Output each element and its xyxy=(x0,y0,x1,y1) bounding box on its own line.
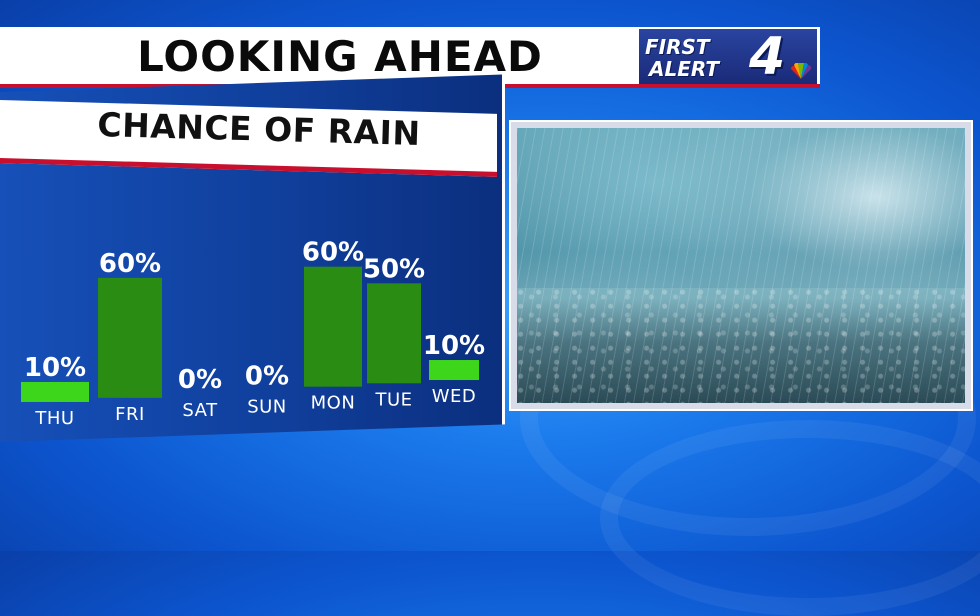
day-label-fri: FRI xyxy=(115,404,145,425)
logo-line-2: ALERT xyxy=(649,57,720,81)
day-label-sun: SUN xyxy=(247,396,287,417)
page-title: LOOKING AHEAD xyxy=(137,32,543,81)
bar-thu xyxy=(21,381,89,402)
bar-wed xyxy=(429,360,479,381)
logo-line-1: FIRST xyxy=(645,35,710,59)
day-label-wed: WED xyxy=(432,386,477,407)
rain-photo xyxy=(517,128,965,403)
day-label-sat: SAT xyxy=(182,400,218,421)
value-label-sun: 0% xyxy=(245,361,289,391)
value-label-fri: 60% xyxy=(99,249,161,279)
wet-pavement xyxy=(517,287,965,403)
value-label-mon: 60% xyxy=(302,238,364,268)
peacock-icon xyxy=(790,63,812,79)
background-swirl xyxy=(600,420,980,616)
value-label-tue: 50% xyxy=(363,254,425,284)
bar-fri xyxy=(98,277,162,398)
day-label-thu: THU xyxy=(34,408,74,429)
rain-photo-frame xyxy=(509,120,973,411)
bar-tue xyxy=(367,283,421,384)
value-label-wed: 10% xyxy=(423,331,485,361)
value-label-thu: 10% xyxy=(24,353,86,383)
station-logo: FIRST ALERT 4 xyxy=(639,29,817,84)
rain-chance-chart: 10% THU 60% FRI 0% SAT 0% SUN 60% MON 50% TUE 10% WED xyxy=(21,238,485,429)
logo-number: 4 xyxy=(749,29,786,84)
day-label-mon: MON xyxy=(311,393,356,414)
bar-mon xyxy=(304,266,362,387)
value-label-sat: 0% xyxy=(178,365,222,395)
rain-streaks xyxy=(517,128,965,403)
day-label-tue: TUE xyxy=(374,389,412,410)
